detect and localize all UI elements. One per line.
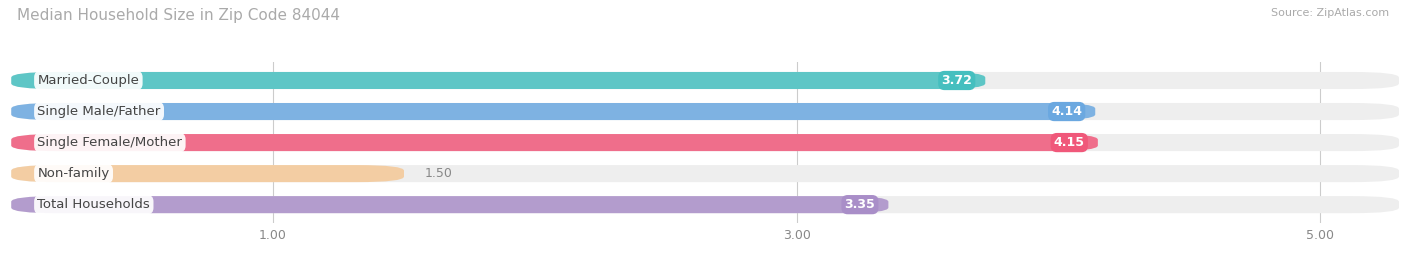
FancyBboxPatch shape — [11, 196, 889, 213]
FancyBboxPatch shape — [11, 165, 404, 182]
Text: Total Households: Total Households — [38, 198, 150, 211]
Text: Source: ZipAtlas.com: Source: ZipAtlas.com — [1271, 8, 1389, 18]
Text: Median Household Size in Zip Code 84044: Median Household Size in Zip Code 84044 — [17, 8, 340, 23]
Text: Single Male/Father: Single Male/Father — [38, 105, 160, 118]
FancyBboxPatch shape — [11, 103, 1095, 120]
Text: 4.14: 4.14 — [1052, 105, 1083, 118]
FancyBboxPatch shape — [11, 196, 1399, 213]
FancyBboxPatch shape — [11, 165, 1399, 182]
Text: 3.35: 3.35 — [845, 198, 876, 211]
FancyBboxPatch shape — [11, 103, 1399, 120]
FancyBboxPatch shape — [11, 134, 1399, 151]
FancyBboxPatch shape — [11, 72, 1399, 89]
Text: Single Female/Mother: Single Female/Mother — [38, 136, 183, 149]
FancyBboxPatch shape — [11, 134, 1098, 151]
Text: Married-Couple: Married-Couple — [38, 74, 139, 87]
Text: 4.15: 4.15 — [1053, 136, 1085, 149]
Text: 1.50: 1.50 — [425, 167, 453, 180]
Text: 3.72: 3.72 — [941, 74, 972, 87]
Text: Non-family: Non-family — [38, 167, 110, 180]
FancyBboxPatch shape — [11, 72, 986, 89]
